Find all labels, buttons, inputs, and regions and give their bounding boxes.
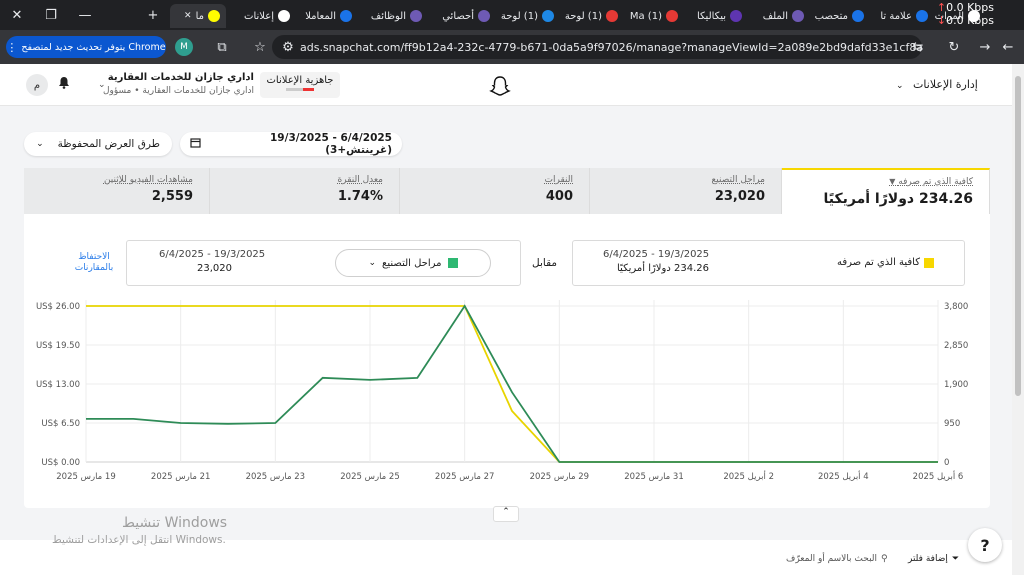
search-input[interactable]: ⚲ البحث بالاسم أو المعرّف xyxy=(786,554,888,564)
browser-tab[interactable]: (1) لوحة xyxy=(560,4,618,28)
green-legend-swatch xyxy=(447,258,458,268)
browser-tab[interactable]: الملف xyxy=(748,4,804,28)
back-icon[interactable]: ← xyxy=(1002,39,1014,55)
section-menu[interactable]: إدارة الإعلانات ⌄ xyxy=(896,78,978,91)
chevron-down-icon[interactable]: ⌄ xyxy=(98,80,106,90)
browser-tab[interactable]: المعاملا xyxy=(296,4,352,28)
compare-secondary-box: 6/4/2025 - 19/3/2025 23,020 مراحل التصني… xyxy=(126,240,521,286)
minimize-window-icon[interactable]: — xyxy=(78,7,92,23)
yellow-legend-swatch xyxy=(924,257,934,268)
metric-tab-video-views[interactable]: مشاهدات الفيديو للإثنين 2,559 xyxy=(24,168,210,214)
scrollbar-thumb[interactable] xyxy=(1015,76,1021,396)
site-favicon-icon xyxy=(730,10,742,22)
new-tab-icon[interactable]: + xyxy=(147,7,159,23)
browser-tab[interactable]: المرات xyxy=(934,4,980,28)
restore-window-icon[interactable]: ❐ xyxy=(45,7,57,23)
site-favicon-icon xyxy=(542,10,554,22)
compare-primary-box: 6/4/2025 - 19/3/2025 234.26 دولارًا أمري… xyxy=(572,240,965,286)
kebab-menu-icon: ⋮ xyxy=(6,40,18,54)
collapse-chart-chevron-up-icon[interactable]: ⌃ xyxy=(493,506,519,522)
help-question-icon[interactable]: ? xyxy=(968,528,1002,562)
forward-icon[interactable]: → xyxy=(979,39,991,55)
saved-views-dropdown[interactable]: طرق العرض المحفوظة ⌄ xyxy=(24,132,172,156)
caret-down-icon: ▼ xyxy=(889,177,896,186)
readiness-bar xyxy=(286,88,314,91)
reload-icon[interactable]: ↻ xyxy=(948,39,960,55)
extensions-icon[interactable]: ⧉ xyxy=(217,39,227,55)
metric-tab-impressions[interactable]: مراحل التصنيع 23,020 xyxy=(590,168,782,214)
metric-tab-clicks[interactable]: النقرات 400 xyxy=(400,168,590,214)
browser-tab-active[interactable]: ما ✕ xyxy=(170,4,226,28)
site-favicon-icon xyxy=(792,10,804,22)
browser-tab[interactable]: علامة تا xyxy=(870,4,928,28)
date-range-picker[interactable]: 6/4/2025 - 19/3/2025 (غرينتش+3) xyxy=(180,132,402,156)
snapchat-favicon-icon xyxy=(278,10,290,22)
site-favicon-icon xyxy=(852,10,864,22)
compare-metric-dropdown[interactable]: مراحل التصنيع ⌄ xyxy=(335,249,491,277)
filter-bar: ⚲ البحث بالاسم أو المعرّف ⏷ إضافة فلتر xyxy=(0,540,1012,575)
site-favicon-icon xyxy=(968,10,980,22)
ads-readiness-button[interactable]: جاهزية الإعلانات xyxy=(260,72,340,98)
site-favicon-icon xyxy=(606,10,618,22)
search-icon: ⚲ xyxy=(881,554,888,564)
url-field[interactable]: ads.snapchat.com/ff9b12a4-232c-4779-b671… xyxy=(272,35,922,59)
compare-primary-metric[interactable]: كافية الذي تم صرفه xyxy=(837,257,934,268)
app-header: م ⌄ اداري جازان للخدمات العقارية اداري ج… xyxy=(0,64,1012,106)
add-filter-button[interactable]: ⏷ إضافة فلتر xyxy=(908,554,960,564)
snapchat-favicon-icon xyxy=(208,10,220,22)
windows-activation-title: تنشيط Windows xyxy=(122,515,228,531)
compare-vs-label: مقابل xyxy=(532,257,558,269)
browser-tab-bar: ✕ ❐ — + ما ✕ إعلانات المعاملا الوظائف أح… xyxy=(0,0,1024,30)
profile-avatar[interactable]: M xyxy=(175,38,193,56)
chevron-down-icon: ⌄ xyxy=(896,81,904,91)
stats-card xyxy=(24,168,990,508)
filter-funnel-icon: ⏷ xyxy=(951,554,960,564)
site-favicon-icon xyxy=(666,10,678,22)
site-favicon-icon xyxy=(916,10,928,22)
browser-tab[interactable]: الوظائف xyxy=(360,4,422,28)
user-avatar[interactable]: م xyxy=(26,74,48,96)
browser-tab[interactable]: متحصب xyxy=(810,4,864,28)
tune-icon[interactable]: ⇆ xyxy=(912,39,924,55)
browser-tab[interactable]: إعلانات xyxy=(232,4,290,28)
browser-tab[interactable]: (1) لوحة xyxy=(496,4,554,28)
site-favicon-icon xyxy=(478,10,490,22)
chevron-down-icon: ⌄ xyxy=(36,139,44,149)
close-tab-icon[interactable]: ✕ xyxy=(184,11,192,21)
notifications-bell-icon[interactable] xyxy=(58,76,70,92)
calendar-icon xyxy=(190,137,201,151)
chevron-down-icon: ⌄ xyxy=(368,258,377,268)
page-scrollbar[interactable] xyxy=(1012,64,1024,575)
close-window-icon[interactable]: ✕ xyxy=(11,7,23,23)
network-speed: ↑0.0 Kbps ↓0.0 Kbps xyxy=(936,1,994,27)
keep-comparisons-link[interactable]: الاحتفاظ بالمقارنات xyxy=(74,252,114,273)
metric-tab-spend[interactable]: كافية الذي تم صرفه ▼ 234.26 دولارًا أمري… xyxy=(782,168,990,214)
browser-address-bar: ⋮ يتوفر تحديث جديد لمتصفح Chrome M ⧉ ☆ a… xyxy=(0,30,1024,64)
snapchat-ghost-logo-icon[interactable] xyxy=(488,74,512,98)
metric-tabs: مشاهدات الفيديو للإثنين 2,559 معدل النقر… xyxy=(24,168,990,214)
site-favicon-icon xyxy=(340,10,352,22)
browser-tab[interactable]: أحصائي xyxy=(428,4,490,28)
browser-tab[interactable]: بيكاليكا xyxy=(684,4,742,28)
metric-tab-ctr[interactable]: معدل النقرة 1.74% xyxy=(210,168,400,214)
windows-activation-sub: انتقل إلى الإعدادات لتنشيط Windows. xyxy=(52,534,226,546)
chrome-update-button[interactable]: ⋮ يتوفر تحديث جديد لمتصفح Chrome xyxy=(6,36,166,58)
bookmark-star-icon[interactable]: ☆ xyxy=(254,39,266,55)
site-info-icon[interactable]: ⚙ xyxy=(282,39,294,55)
site-favicon-icon xyxy=(410,10,422,22)
account-switcher[interactable]: اداري جازان للخدمات العقارية اداري جازان… xyxy=(102,72,254,96)
browser-tab[interactable]: (1) Ma xyxy=(622,4,678,28)
